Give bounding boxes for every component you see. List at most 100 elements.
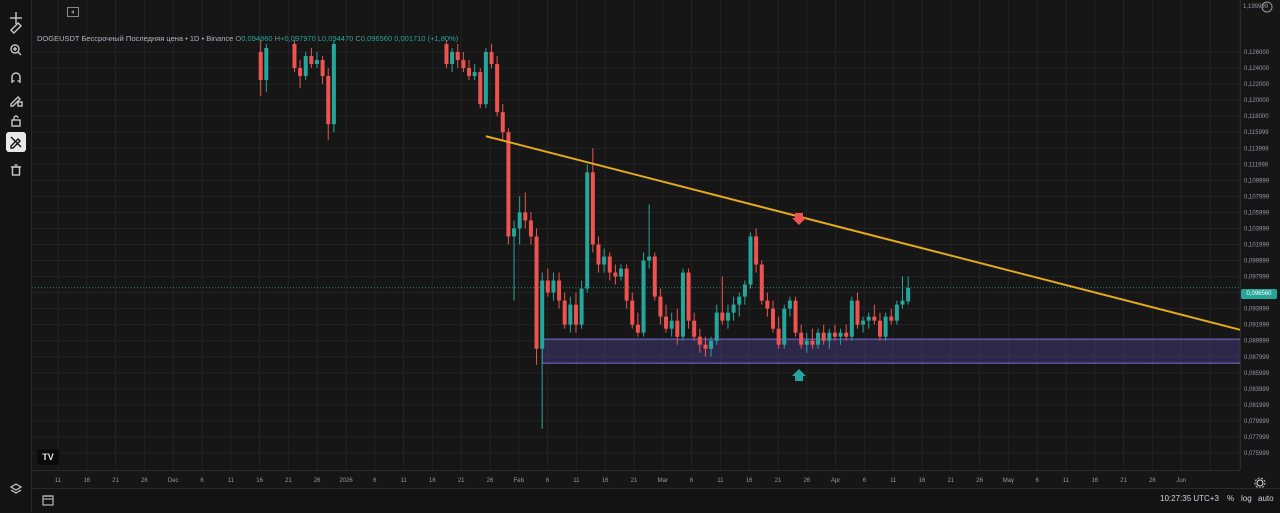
candle-body [579,288,584,325]
candle-body [292,44,297,69]
time-tick-label: 16 [919,478,926,484]
candle [562,292,567,329]
collapse-icon[interactable] [67,4,79,17]
lock-icon[interactable] [6,111,26,131]
candle [264,44,269,93]
high-prefix: H [274,34,281,43]
candle [776,316,781,349]
price-tick-label: 0,126000 [1244,50,1270,56]
auto-scale-toggle[interactable]: auto [1258,494,1274,503]
candle [827,328,832,349]
hide-drawings-icon[interactable] [6,132,26,152]
candle-body [517,212,522,229]
descending-trendline [485,135,1280,341]
candle-body [331,44,336,125]
object-tree-icon[interactable] [9,482,23,496]
percent-scale-toggle[interactable]: % [1227,494,1235,503]
price-tick-label: 0,101999 [1244,242,1270,248]
candle [731,296,736,321]
time-tick-label: 21 [947,478,954,484]
candle-body [692,320,697,337]
candle [613,264,618,285]
candle [258,39,263,97]
candle [517,196,522,245]
candle-body [787,300,792,309]
candle [528,212,533,245]
ruler-icon[interactable] [6,18,26,38]
candle [309,48,314,69]
candle-body [585,172,590,289]
left-toolbar [0,0,32,512]
candle-body [466,68,471,77]
price-tick-label: 0,083999 [1244,387,1270,393]
candle-body [827,332,832,341]
candle [545,268,550,297]
candle-body [737,296,742,305]
chart-settings-circle-icon[interactable] [1260,0,1274,14]
price-axis-top-label: 1,199999 [1243,4,1269,10]
candle-body [697,336,702,345]
candle-body [264,48,269,81]
time-tick-label: 21 [285,478,292,484]
candle-body [742,284,747,297]
time-tick-label: 6 [200,478,204,484]
candle-body [607,256,612,273]
zoom-in-icon[interactable] [6,40,26,60]
candle [692,312,697,341]
candlestick-chart[interactable] [32,0,1280,470]
price-tick-label: 0,113999 [1244,146,1269,152]
time-tick-label: 16 [746,478,753,484]
candle [331,39,336,133]
candle [748,232,753,289]
candle [523,192,528,229]
time-tick-label: 6 [373,478,377,484]
candle-body [849,300,854,337]
tradingview-logo[interactable]: TV [37,449,59,465]
candle [658,288,663,325]
candle [472,64,477,81]
candle-body [821,332,826,341]
pencil-lock-icon[interactable] [6,90,26,110]
price-tick-label: 0,075999 [1244,451,1270,457]
symbol-title[interactable]: DOGEUSDT Бессрочный Последняя цена • 1D … [37,34,234,43]
candle [489,44,494,69]
bottom-toolbar [32,488,1280,513]
candle [855,292,860,329]
time-tick-label: 2026 [339,478,353,484]
down-arrow-icon [792,213,806,225]
time-tick-label: 21 [112,478,119,484]
candle [771,300,776,333]
price-tick-label: 0,077999 [1244,435,1270,441]
time-tick-label: 26 [487,478,494,484]
candle [495,56,500,117]
close-value: 0,096560 [360,34,393,43]
candle [573,292,578,333]
candle-body [844,332,849,337]
crosshair-icon[interactable] [6,8,26,28]
candle [742,280,747,305]
candle [866,312,871,329]
candle-body [861,320,866,325]
candle [737,292,742,317]
gear-icon[interactable] [1254,476,1266,489]
price-axis[interactable]: 0,126000 0,124000 0,122000 0,120000 0,118000… [1240,0,1280,470]
candle [579,280,584,329]
magnet-icon[interactable] [6,68,26,88]
price-tick-label: 0,124000 [1244,66,1270,72]
candle-body [320,60,325,77]
open-value: 0,094860 [241,34,273,43]
trash-icon[interactable] [6,160,26,180]
chart-pane[interactable] [32,0,1280,470]
candle-body [545,280,550,293]
candle [861,316,866,333]
time-axis[interactable]: 11 16 21 26 Dec 6 11 16 21 26 2026 6 11 16 21 26 Feb 6 11 1… [32,470,1240,489]
time-tick-label: Feb [514,478,525,484]
candle-body [810,340,815,345]
candle [872,304,877,325]
candle-body [703,344,708,349]
support-zone-rectangle [541,338,1280,364]
log-scale-toggle[interactable]: log [1241,494,1252,503]
date-range-icon[interactable] [42,493,54,506]
utc-clock[interactable]: 10:27:35 UTC+3 [1160,494,1219,503]
time-tick-label: 6 [863,478,867,484]
